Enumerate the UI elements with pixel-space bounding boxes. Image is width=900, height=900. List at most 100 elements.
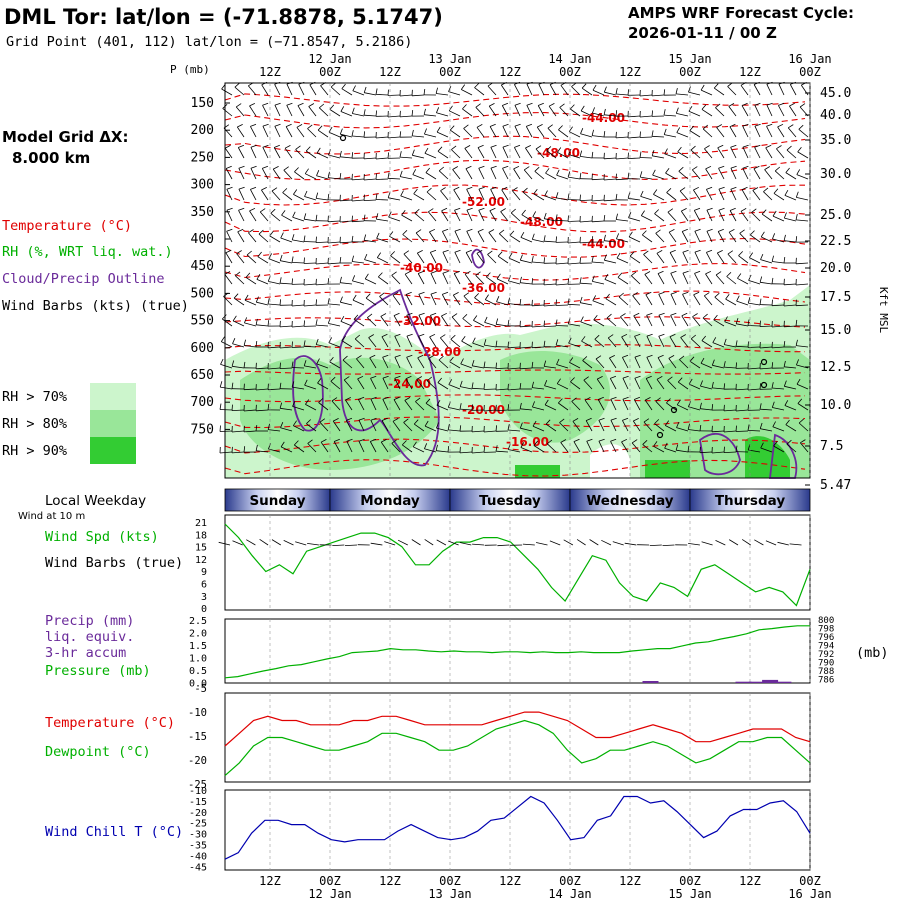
wind-barb bbox=[459, 451, 473, 454]
wind-barb-flag bbox=[514, 123, 521, 127]
wind-tick-label: 15 bbox=[195, 543, 207, 554]
wind-barb-flag bbox=[747, 404, 749, 411]
wind-barb-flag bbox=[771, 277, 774, 284]
wind-barb-flag bbox=[342, 355, 348, 361]
wind-barb bbox=[441, 210, 449, 222]
wind-barb-flag bbox=[418, 312, 425, 316]
surface-wind-barb bbox=[497, 544, 510, 547]
wind-barb bbox=[226, 231, 233, 243]
wind-barb-flag bbox=[520, 442, 525, 448]
wind-barb-flag bbox=[357, 375, 364, 380]
wind-barb bbox=[357, 378, 365, 390]
wind-barb-flag bbox=[484, 294, 489, 300]
top-date-label: 14 Jan bbox=[548, 52, 591, 66]
wind-barb-flag bbox=[634, 396, 641, 400]
wind-barb-flag bbox=[555, 236, 557, 243]
wind-barb bbox=[682, 252, 689, 264]
wind-barb bbox=[464, 273, 473, 285]
wind-barb bbox=[452, 169, 461, 180]
wind-barb bbox=[381, 336, 389, 348]
wind-barb-flag bbox=[736, 295, 740, 302]
wind-barb bbox=[583, 379, 593, 390]
wind-barb bbox=[700, 362, 713, 369]
wind-barb-flag bbox=[615, 88, 618, 95]
wind-barb-flag bbox=[784, 400, 789, 406]
wind-barb-flag bbox=[483, 361, 486, 368]
wind-barb bbox=[297, 105, 305, 117]
wind-barb-flag bbox=[286, 102, 293, 106]
pressure-axis-title: P (mb) bbox=[170, 63, 210, 76]
wind-barb-flag bbox=[766, 123, 773, 127]
wind-barb-flag bbox=[764, 166, 771, 170]
wind-barb bbox=[508, 280, 521, 285]
precip-bar bbox=[762, 679, 779, 683]
wind-barb-flag bbox=[701, 335, 707, 341]
wind-barb-flag bbox=[280, 232, 284, 239]
wind-barb-flag bbox=[713, 83, 719, 89]
wind-barb-flag bbox=[330, 82, 336, 88]
wind-barb bbox=[495, 409, 509, 412]
wind-barb bbox=[393, 399, 401, 411]
height-tick-label: 12.5 bbox=[820, 360, 851, 375]
precip-tick-label: 0.5 bbox=[189, 666, 207, 677]
wind-barb bbox=[377, 257, 389, 264]
wind-barb bbox=[666, 192, 677, 201]
wind-barb-flag bbox=[235, 271, 241, 277]
wind-barb-flag bbox=[555, 299, 557, 306]
wind-barb bbox=[723, 451, 737, 453]
wind-barb-flag bbox=[291, 278, 293, 285]
wind-barb-flag bbox=[315, 192, 319, 199]
wind-barb-flag bbox=[558, 125, 563, 131]
wind-barb bbox=[412, 154, 425, 159]
wind-barb-flag bbox=[654, 419, 660, 424]
wind-barb-flag bbox=[545, 419, 551, 425]
wind-barb-flag bbox=[315, 319, 318, 326]
top-date-label: 13 Jan bbox=[428, 52, 471, 66]
wind-barb bbox=[544, 404, 557, 411]
wind-barb-flag bbox=[451, 145, 457, 150]
wind-barb bbox=[567, 303, 581, 306]
surface-wind-barb bbox=[370, 542, 383, 546]
wind-barb bbox=[543, 240, 557, 243]
wind-barb-flag bbox=[256, 274, 261, 280]
wind-barb bbox=[514, 84, 521, 96]
wind-barb-flag bbox=[705, 270, 712, 275]
wind-barb bbox=[392, 421, 401, 432]
pressure-tick-label: 794 bbox=[818, 642, 834, 652]
wind-barb bbox=[438, 359, 449, 369]
wind-barb-flag bbox=[269, 230, 274, 237]
wind-barb bbox=[268, 429, 281, 432]
wind-barb bbox=[598, 440, 605, 453]
wind-barb bbox=[243, 388, 257, 391]
top-date-label: 16 Jan bbox=[788, 52, 831, 66]
wind-barb bbox=[664, 134, 677, 138]
wind-tick-label: 9 bbox=[201, 567, 207, 578]
wind-barb bbox=[364, 259, 377, 264]
wind-barb-flag bbox=[376, 232, 380, 239]
wind-barb bbox=[591, 199, 605, 202]
wind-barb bbox=[501, 189, 509, 201]
wind-barb bbox=[448, 384, 461, 390]
temperature-contour-label: -44.00 bbox=[582, 237, 625, 251]
wind-barb-flag bbox=[502, 165, 509, 169]
wind-barb bbox=[331, 400, 341, 411]
cross-section-panel: -44.00-48.00-52.00-48.00-44.00-40.00-36.… bbox=[191, 81, 851, 493]
wind-barb bbox=[632, 420, 641, 432]
wind-barb bbox=[483, 388, 497, 390]
wind-barb bbox=[676, 427, 689, 432]
wind-barb-flag bbox=[303, 235, 306, 242]
wind-barb bbox=[243, 430, 257, 433]
top-date-label: 12 Jan bbox=[308, 52, 351, 66]
wind-barb bbox=[759, 325, 773, 327]
wind-barb-flag bbox=[376, 252, 382, 258]
wind-barb-flag bbox=[367, 313, 373, 319]
wind-barb bbox=[237, 231, 245, 243]
wind-barb-flag bbox=[364, 273, 369, 280]
wind-barb-flag bbox=[621, 333, 628, 338]
wind-barb-flag bbox=[579, 150, 583, 157]
wind-barb bbox=[450, 338, 461, 348]
wind-barb bbox=[703, 295, 713, 306]
pressure-tick-label: 450 bbox=[191, 259, 214, 274]
wind-barb-flag bbox=[796, 359, 799, 366]
